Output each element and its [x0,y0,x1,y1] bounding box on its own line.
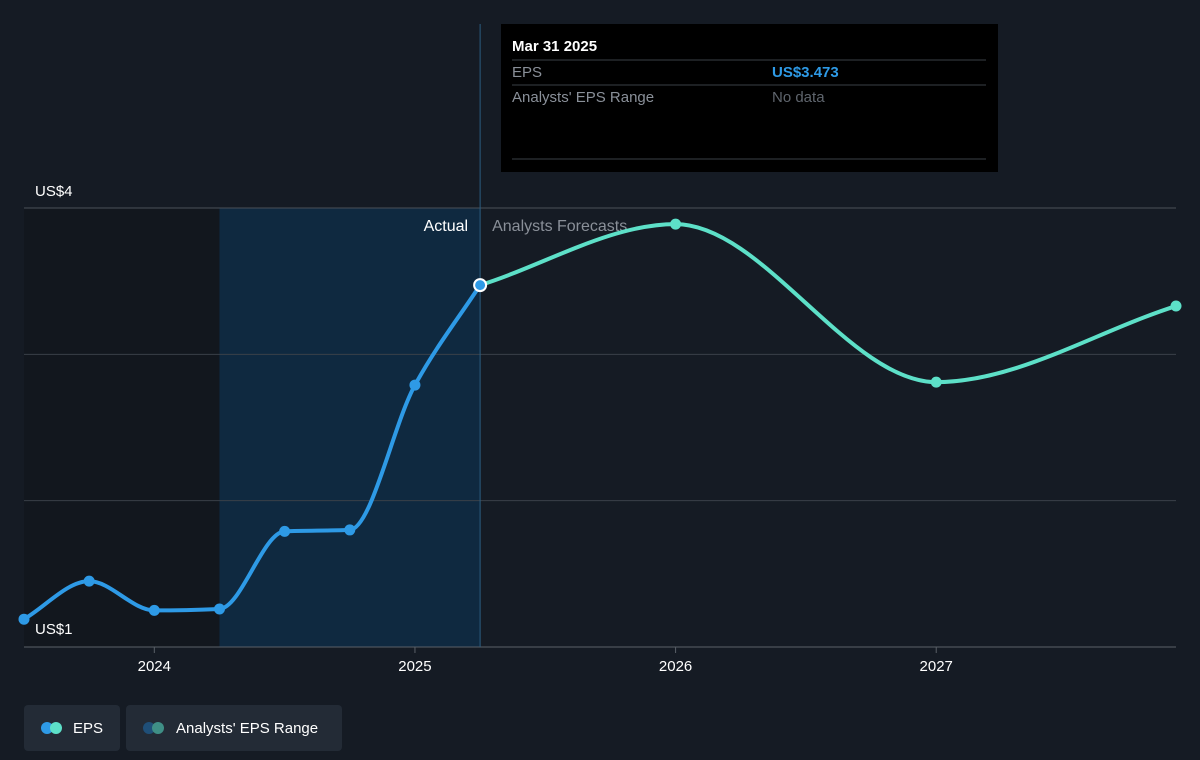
eps-actual-point[interactable] [409,379,421,391]
series-points [18,218,1182,625]
x-tick-label: 2025 [398,658,431,675]
tooltip-background [501,24,998,172]
legend-label-eps: EPS [72,719,103,737]
eps-actual-point[interactable] [148,604,160,616]
eps-actual-point[interactable] [279,525,291,537]
eps-forecast-point[interactable] [670,218,682,230]
tooltip-eps-label: EPS [512,64,542,81]
forecast-section-label: Analysts Forecasts [492,218,627,235]
actual-band-area [219,208,481,647]
tooltip-eps-value: US$3.473 [772,64,839,81]
eps-forecast-point[interactable] [930,376,942,388]
tooltip-range-label: Analysts' EPS Range [512,89,654,106]
eps-actual-point[interactable] [18,613,30,625]
eps-actual-point[interactable] [83,575,95,587]
legend-label-eps-range: Analysts' EPS Range [176,719,319,737]
eps-forecast-point[interactable] [1170,300,1182,312]
eps-highlight-point[interactable] [473,278,488,293]
grid-lines [24,207,1176,648]
past-shade-area [24,208,256,647]
x-axis: 2024 2025 2026 2027 [138,647,953,675]
x-tick-label: 2027 [920,658,953,675]
range-dot-b [152,722,164,734]
legend-item-eps-range[interactable]: Analysts' EPS Range [126,705,342,751]
x-tick-label: 2026 [659,658,692,675]
y-tick-label-top: US$4 [35,183,73,200]
legend-item-eps[interactable]: EPS [24,705,120,751]
y-tick-label-bottom: US$1 [35,621,73,638]
eps-legend-dots-icon [41,721,64,735]
actual-section-label: Actual [424,218,468,235]
x-tick-label: 2024 [138,658,171,675]
tooltip-range-value: No data [772,89,825,106]
eps-actual-point[interactable] [213,603,225,615]
eps-forecast-line [478,222,1178,385]
eps-actual-point[interactable] [344,524,356,536]
range-legend-dots-icon [143,721,167,735]
tooltip-date: Mar 31 2025 [512,38,597,55]
tooltip: Mar 31 2025 EPS US$3.473 Analysts' EPS R… [501,24,998,172]
eps-forecast-dot [50,722,62,734]
